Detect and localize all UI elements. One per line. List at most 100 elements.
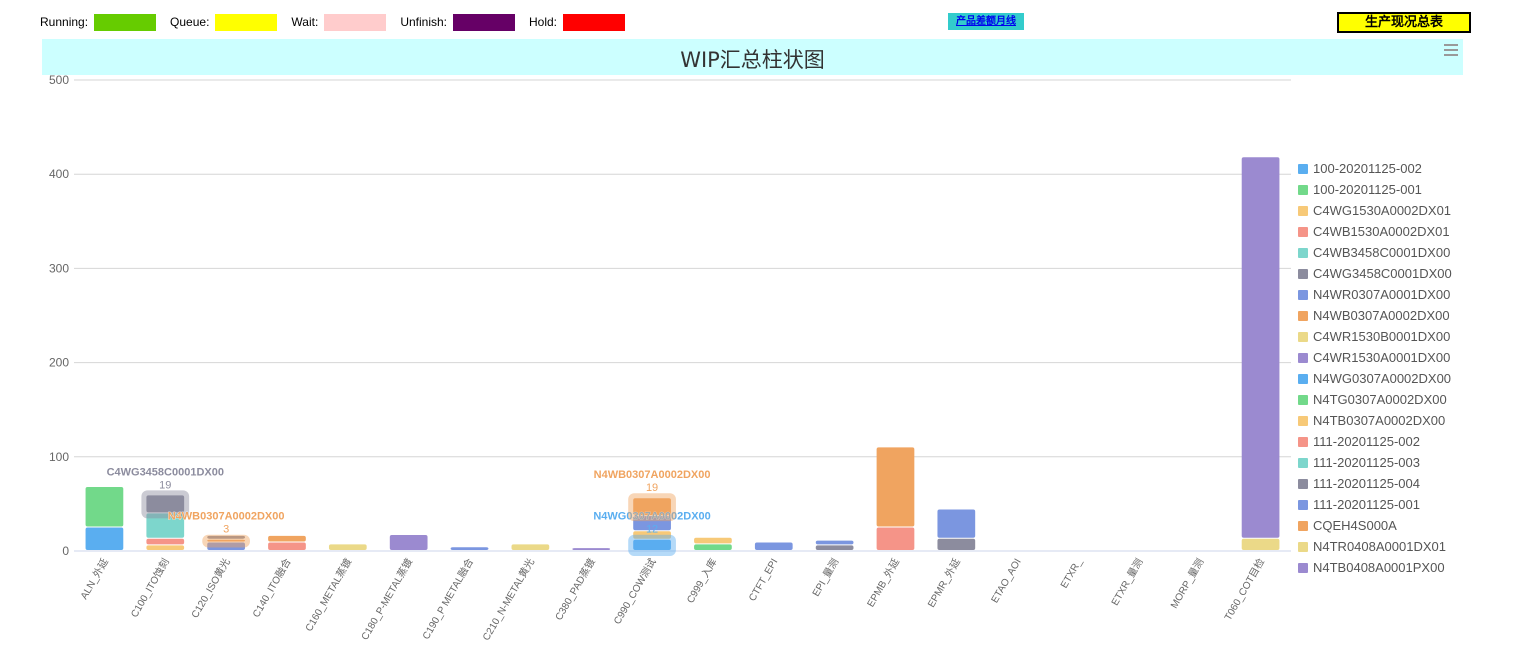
legend-swatch: [1298, 499, 1308, 510]
legend-swatch: [1298, 562, 1308, 573]
legend-label: 111-20201125-002: [1313, 434, 1420, 449]
bar-segment: [694, 537, 732, 544]
x-category-label: EPMB_外延: [865, 557, 902, 610]
legend-item[interactable]: N4TB0408A0001PX00: [1298, 557, 1452, 578]
bar-segment: [937, 538, 976, 550]
legend-swatch: [1298, 268, 1308, 279]
bar-data-label: N4WB0307A0002DX00: [594, 469, 711, 481]
bar-segment: [1241, 538, 1280, 550]
bar-segment: [450, 547, 489, 550]
status-item: Running:: [40, 13, 157, 31]
bar-data-label: N4WG0307A0002DX00: [593, 511, 710, 523]
monthly-diff-link[interactable]: 产品差额月线: [948, 13, 1024, 30]
legend-item[interactable]: C4WB3458C0001DX00: [1298, 242, 1452, 263]
legend-label: N4WG0307A0002DX00: [1313, 371, 1452, 386]
legend-item[interactable]: C4WG3458C0001DX00: [1298, 263, 1452, 284]
y-tick-label: 300: [49, 261, 69, 275]
legend-label: N4TB0408A0001PX00: [1313, 560, 1445, 575]
bar-segment: [389, 534, 428, 550]
bar-data-value: 3: [223, 524, 229, 536]
legend-item[interactable]: N4TB0307A0002DX00: [1298, 410, 1452, 431]
y-tick-label: 500: [49, 73, 69, 87]
bar-segment: [85, 486, 124, 527]
status-swatch: [563, 13, 626, 31]
legend-item[interactable]: C4WB1530A0002DX01: [1298, 221, 1452, 242]
status-label: Wait:: [291, 15, 319, 29]
bar-segment: [146, 545, 185, 550]
bar-segment: [207, 542, 245, 550]
legend-item[interactable]: N4WG0307A0002DX00: [1298, 368, 1452, 389]
legend-label: 100-20201125-001: [1313, 182, 1422, 197]
bar-segment: [268, 535, 306, 542]
status-swatch: [324, 13, 387, 31]
status-swatch: [215, 13, 278, 31]
legend-label: 111-20201125-003: [1313, 455, 1420, 470]
x-category-label: ETXR_: [1059, 557, 1085, 591]
bar-data-value: 12: [646, 524, 658, 536]
legend-item[interactable]: C4WG1530A0002DX01: [1298, 200, 1452, 221]
bar-segment: [937, 509, 976, 538]
bar-segment: [328, 544, 367, 550]
y-tick-label: 0: [62, 544, 69, 558]
y-tick-label: 100: [49, 450, 69, 464]
bar-segment: [1241, 157, 1280, 538]
status-item: Hold:: [529, 13, 626, 31]
x-category-label: C190_P METAL融合: [419, 556, 476, 642]
legend-swatch: [1298, 205, 1308, 216]
chart-title-bar: WIP汇总柱状图: [42, 39, 1463, 75]
bar-segment: [633, 498, 671, 516]
legend-label: N4TG0307A0002DX00: [1313, 392, 1447, 407]
legend-label: N4TR0408A0001DX01: [1313, 539, 1446, 554]
bar-segment: [268, 542, 306, 550]
legend-swatch: [1298, 331, 1308, 342]
legend-item[interactable]: C4WR1530A0001DX00: [1298, 347, 1452, 368]
bar-segment: [633, 539, 671, 550]
bar-segment: [572, 548, 611, 550]
legend-swatch: [1298, 310, 1308, 321]
legend-swatch: [1298, 520, 1308, 531]
legend-item[interactable]: N4TG0307A0002DX00: [1298, 389, 1452, 410]
bar-data-label: C4WG3458C0001DX00: [107, 466, 224, 478]
legend-swatch: [1298, 541, 1308, 552]
x-category-label: C120_ISO黄光: [188, 556, 233, 620]
production-summary-button[interactable]: 生产现况总表: [1337, 12, 1471, 33]
bar-segment: [876, 527, 915, 550]
legend-item[interactable]: 111-20201125-002: [1298, 431, 1452, 452]
status-label: Hold:: [529, 15, 558, 29]
legend-item[interactable]: CQEH4S000A: [1298, 515, 1452, 536]
highlighted-bar-segment: [202, 534, 250, 548]
x-category-label: C990_COW测试: [610, 556, 658, 627]
legend-item[interactable]: N4WR0307A0001DX00: [1298, 284, 1452, 305]
x-category-label: EPI_量测: [809, 556, 841, 599]
legend-swatch: [1298, 478, 1308, 489]
x-category-label: ETAO_AOI: [990, 557, 1024, 605]
x-category-label: EPMR_外延: [925, 557, 963, 610]
legend-label: CQEH4S000A: [1313, 518, 1397, 533]
bar-segment: [694, 544, 732, 550]
legend-item[interactable]: N4TR0408A0001DX01: [1298, 536, 1452, 557]
legend-item[interactable]: C4WR1530B0001DX00: [1298, 326, 1452, 347]
legend-item[interactable]: 111-20201125-001: [1298, 494, 1452, 515]
legend-item[interactable]: 100-20201125-001: [1298, 179, 1452, 200]
x-category-label: ETXR_量测: [1108, 556, 1145, 608]
bar-segment: [754, 542, 793, 550]
legend-swatch: [1298, 373, 1308, 384]
hamburger-menu-icon[interactable]: [1444, 44, 1458, 56]
legend-label: N4TB0307A0002DX00: [1313, 413, 1446, 428]
legend-label: C4WR1530B0001DX00: [1313, 329, 1451, 344]
legend-label: C4WG1530A0002DX01: [1313, 203, 1452, 218]
x-category-label: C100_ITO蚀刻: [128, 556, 172, 620]
bar-segment: [511, 544, 550, 550]
legend-item[interactable]: N4WB0307A0002DX00: [1298, 305, 1452, 326]
legend-swatch: [1298, 184, 1308, 195]
status-label: Running:: [40, 15, 89, 29]
legend-item[interactable]: 100-20201125-002: [1298, 158, 1452, 179]
bar-data-value: 19: [646, 482, 658, 494]
bar-segment: [207, 539, 245, 542]
legend-item[interactable]: 111-20201125-003: [1298, 452, 1452, 473]
legend-item[interactable]: 111-20201125-004: [1298, 473, 1452, 494]
legend-swatch: [1298, 163, 1308, 174]
x-category-label: MORP_量测: [1167, 556, 1206, 611]
legend-swatch: [1298, 457, 1308, 468]
